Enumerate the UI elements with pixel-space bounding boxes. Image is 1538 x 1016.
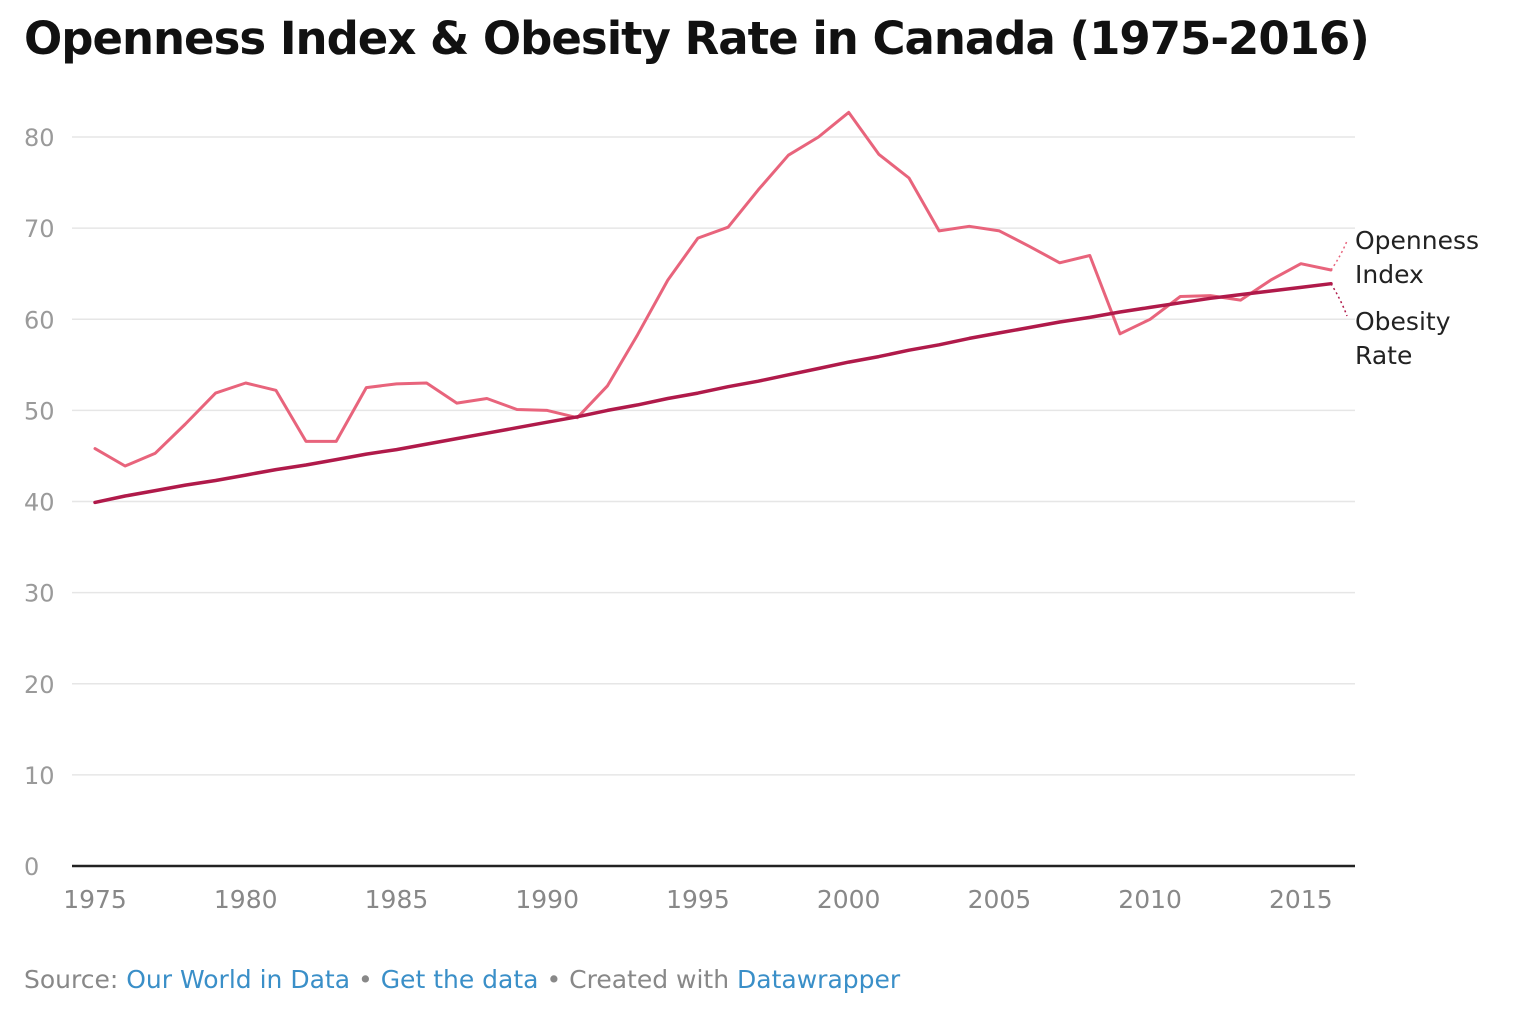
datawrapper-link[interactable]: Datawrapper (737, 965, 901, 994)
source-link[interactable]: Our World in Data (126, 965, 351, 994)
x-tick-label: 1975 (63, 885, 127, 914)
footer-separator: • (357, 965, 373, 994)
series-lines (93, 110, 1333, 505)
x-tick-label: 1985 (365, 885, 429, 914)
footer-separator: • (546, 965, 562, 994)
series-direct-labels: Openness Index Obesity Rate (1330, 226, 1479, 370)
x-tick-label: 2005 (968, 885, 1032, 914)
y-tick-label: 70 (24, 215, 55, 243)
series-label: Obesity Rate (1355, 307, 1451, 370)
label-connector (1330, 240, 1348, 271)
x-tick-label: 1980 (214, 885, 278, 914)
x-tick-label: 1990 (515, 885, 579, 914)
x-tick-label: 2010 (1118, 885, 1182, 914)
created-with-label: Created with (569, 965, 730, 994)
x-tick-label: 2015 (1269, 885, 1333, 914)
y-tick-label: 0 (24, 853, 39, 881)
y-tick-label: 20 (24, 671, 55, 699)
x-axis-tick-labels: 1975 1980 1985 1990 1995 2000 2005 2010 2015 (63, 885, 1332, 914)
label-connector (1330, 283, 1348, 317)
y-axis-tick-labels: 0 10 20 30 40 50 60 70 80 (24, 124, 55, 881)
gridlines (72, 136, 1355, 776)
get-data-link[interactable]: Get the data (380, 965, 539, 994)
y-tick-label: 60 (24, 306, 55, 334)
chart-footer: Source: Our World in Data • Get the data… (24, 965, 900, 994)
y-tick-label: 10 (24, 762, 55, 790)
x-tick-label: 1995 (666, 885, 730, 914)
chart-title: Openness Index & Obesity Rate in Canada … (24, 12, 1370, 65)
y-tick-label: 40 (24, 489, 55, 517)
series-line-obesity-rate (93, 281, 1333, 505)
series-label: Openness Index (1355, 226, 1479, 289)
series-line-openness-index (93, 110, 1333, 468)
y-tick-label: 80 (24, 124, 55, 152)
y-tick-label: 30 (24, 580, 55, 608)
source-label: Source: (24, 965, 119, 994)
y-tick-label: 50 (24, 397, 55, 425)
x-tick-label: 2000 (817, 885, 881, 914)
